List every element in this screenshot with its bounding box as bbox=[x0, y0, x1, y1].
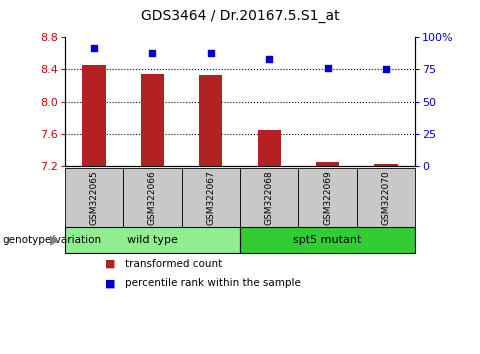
Text: ■: ■ bbox=[105, 259, 116, 269]
Text: GSM322068: GSM322068 bbox=[264, 170, 274, 225]
Text: percentile rank within the sample: percentile rank within the sample bbox=[125, 278, 300, 288]
Point bbox=[90, 45, 98, 50]
Bar bbox=[199, 75, 223, 166]
Point bbox=[324, 65, 331, 71]
Text: GDS3464 / Dr.20167.5.S1_at: GDS3464 / Dr.20167.5.S1_at bbox=[141, 9, 339, 23]
Text: GSM322070: GSM322070 bbox=[382, 170, 391, 225]
Text: GSM322067: GSM322067 bbox=[206, 170, 216, 225]
Bar bbox=[83, 65, 106, 166]
Bar bbox=[141, 74, 164, 166]
Text: GSM322066: GSM322066 bbox=[148, 170, 157, 225]
Point bbox=[382, 67, 390, 72]
Point bbox=[207, 50, 215, 56]
Point bbox=[265, 56, 273, 62]
Text: GSM322065: GSM322065 bbox=[89, 170, 98, 225]
Bar bbox=[257, 130, 281, 166]
Bar bbox=[316, 162, 339, 166]
Point bbox=[148, 50, 156, 56]
Text: wild type: wild type bbox=[127, 235, 178, 245]
Text: genotype/variation: genotype/variation bbox=[2, 235, 102, 245]
Text: GSM322069: GSM322069 bbox=[323, 170, 332, 225]
Text: transformed count: transformed count bbox=[125, 259, 222, 269]
Text: spt5 mutant: spt5 mutant bbox=[293, 235, 362, 245]
Text: ■: ■ bbox=[105, 278, 116, 288]
Bar bbox=[374, 164, 397, 166]
Text: ▶: ▶ bbox=[50, 233, 60, 246]
